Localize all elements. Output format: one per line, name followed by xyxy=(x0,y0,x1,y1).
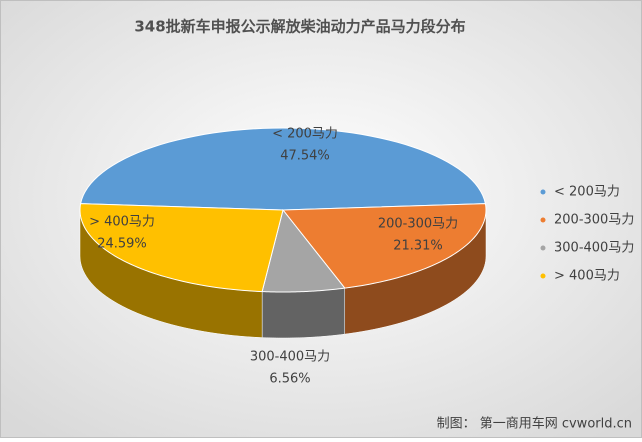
legend-marker xyxy=(540,189,546,195)
legend-label: > 400马力 xyxy=(554,269,620,284)
source-note: 制图： 第一商用车网 cvworld.cn xyxy=(437,416,632,432)
data-label-category: 200-300马力 xyxy=(378,217,458,232)
data-label-category: 300-400马力 xyxy=(250,350,330,365)
data-label-value: 47.54% xyxy=(280,149,330,164)
data-label-value: 6.56% xyxy=(269,372,310,387)
slice-side xyxy=(261,287,346,339)
chart-title: 348批新车申报公示解放柴油动力产品马力段分布 xyxy=(134,18,465,36)
data-label-value: 21.31% xyxy=(393,239,443,254)
data-label-category: > 400马力 xyxy=(89,215,155,230)
slice xyxy=(261,208,346,293)
legend-marker xyxy=(540,273,546,279)
legend-label: 200-300马力 xyxy=(554,213,634,228)
slice xyxy=(79,203,284,293)
legend-label: 300-400马力 xyxy=(554,241,634,256)
legend-marker xyxy=(540,245,546,251)
data-label-category: < 200马力 xyxy=(272,127,338,142)
slice xyxy=(281,203,487,289)
slice xyxy=(79,127,487,211)
legend-marker xyxy=(540,217,546,223)
data-label-value: 24.59% xyxy=(97,237,147,252)
legend-label: < 200马力 xyxy=(554,185,620,200)
